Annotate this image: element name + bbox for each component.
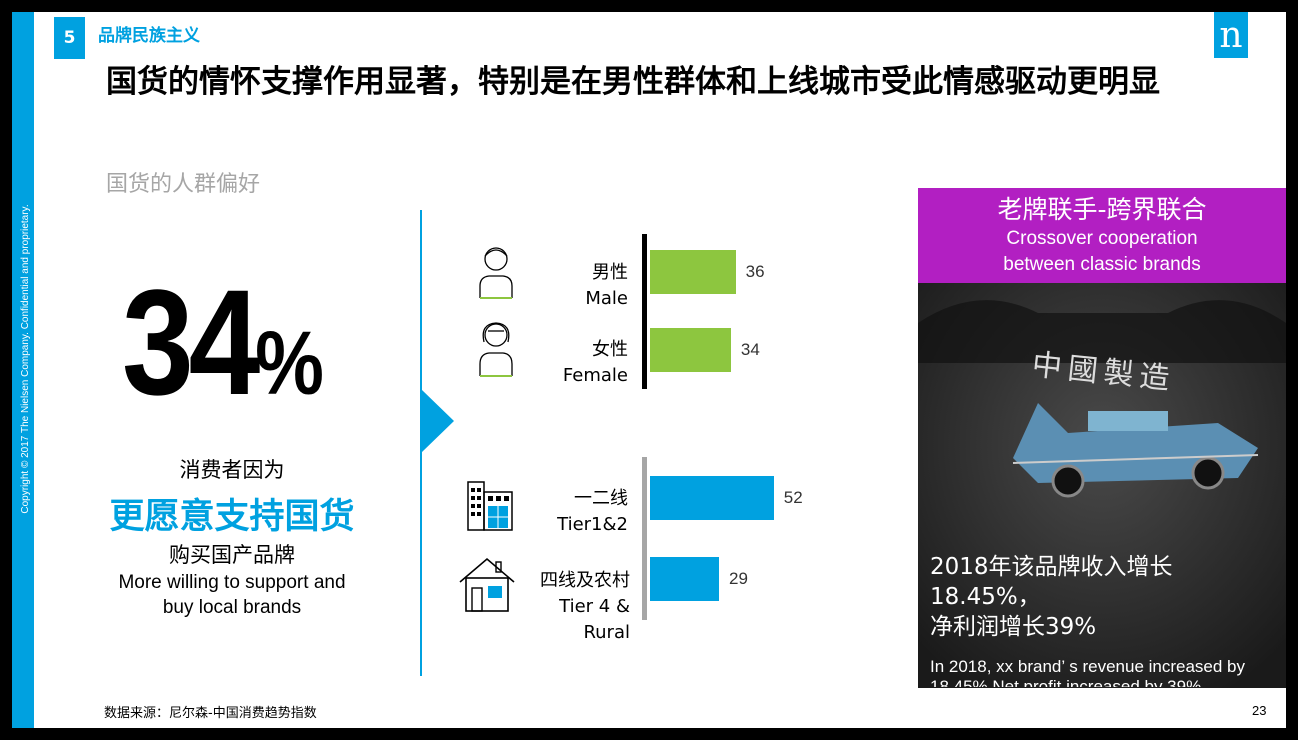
- label-tier4-zh: 四线及农村: [540, 570, 630, 591]
- callout-english-line2: buy local brands: [162, 597, 302, 618]
- callout-line3: 购买国产品牌: [169, 543, 295, 567]
- sidebar: Copyright © 2017 The Nielsen Company. Co…: [12, 12, 34, 728]
- big-stat: 34%: [122, 267, 324, 439]
- case-card-header: 老牌联手-跨界联合 Crossover cooperation between …: [918, 188, 1286, 283]
- label-male: 男性 Male: [532, 260, 628, 312]
- label-tier12: 一二线 Tier1&2: [522, 486, 628, 538]
- house-icon: [459, 557, 515, 612]
- callout-headline: 更愿意支持国货: [109, 497, 355, 537]
- label-male-en: Male: [585, 288, 628, 309]
- data-source: 数据来源：尼尔森-中国消费趋势指数: [104, 706, 317, 721]
- bar-tier4: [650, 557, 720, 601]
- section-title: 品牌民族主义: [98, 26, 200, 46]
- label-tier12-en: Tier1&2: [557, 514, 628, 535]
- copyright-text: Copyright © 2017 The Nielsen Company. Co…: [20, 204, 31, 514]
- section-number: 5: [54, 17, 85, 59]
- label-tier12-zh: 一二线: [574, 488, 628, 509]
- divider-line: [420, 210, 422, 676]
- tshirt-illustration: [918, 283, 1286, 688]
- callout-english-line1: More willing to support and: [118, 572, 346, 593]
- bar-tier4-value: 29: [729, 569, 748, 588]
- tshirt-photo: [918, 283, 1286, 688]
- bar-female: [650, 328, 731, 372]
- bar-female-value: 34: [740, 340, 760, 359]
- case-card-title: 老牌联手-跨界联合: [997, 195, 1207, 224]
- chart1-axis: [642, 234, 647, 389]
- label-tier4-en2: Rural: [583, 622, 630, 643]
- case-stat: 2018年该品牌收入增长 18.45%， 净利润增长39%: [930, 552, 1280, 642]
- label-female-zh: 女性: [592, 339, 628, 360]
- case-card-en1: Crossover cooperation: [1006, 228, 1198, 249]
- page-title: 国货的情怀支撑作用显著，特别是在男性群体和上线城市受此情感驱动更明显: [106, 64, 1160, 100]
- chart2-axis: [642, 457, 647, 620]
- page-subtitle: 国货的人群偏好: [106, 172, 261, 197]
- label-tier4: 四线及农村 Tier 4 & Rural: [512, 568, 630, 646]
- bar-tier12: [650, 476, 774, 520]
- callout-english: More willing to support and buy local br…: [72, 570, 392, 620]
- city-buildings-icon: [467, 481, 513, 531]
- page-number: 23: [1252, 703, 1267, 718]
- label-male-zh: 男性: [592, 262, 628, 283]
- arrow-right-icon: [422, 390, 454, 452]
- label-tier4-en1: Tier 4 &: [559, 596, 630, 617]
- female-person-icon: [479, 322, 513, 377]
- male-person-icon: [479, 247, 513, 299]
- case-card-en2: between classic brands: [1003, 254, 1201, 275]
- case-stat-line2: 18.45%，: [930, 584, 1041, 610]
- callout-line1: 消费者因为: [179, 458, 285, 482]
- bar-male: [650, 250, 736, 294]
- bar-tier12-value: 52: [783, 488, 803, 507]
- case-stat-line3: 净利润增长39%: [930, 614, 1097, 640]
- case-stat-english: In 2018, xx brand’ s revenue increased b…: [930, 657, 1246, 687]
- label-female-en: Female: [562, 365, 628, 386]
- nielsen-logo: n: [1214, 12, 1248, 58]
- slide: Copyright © 2017 The Nielsen Company. Co…: [12, 12, 1286, 728]
- big-stat-number: 34: [122, 258, 260, 426]
- bar-male-value: 36: [745, 262, 765, 281]
- case-stat-line1: 2018年该品牌收入增长: [930, 554, 1173, 580]
- label-female: 女性 Female: [532, 337, 628, 389]
- big-stat-percent: %: [255, 314, 325, 414]
